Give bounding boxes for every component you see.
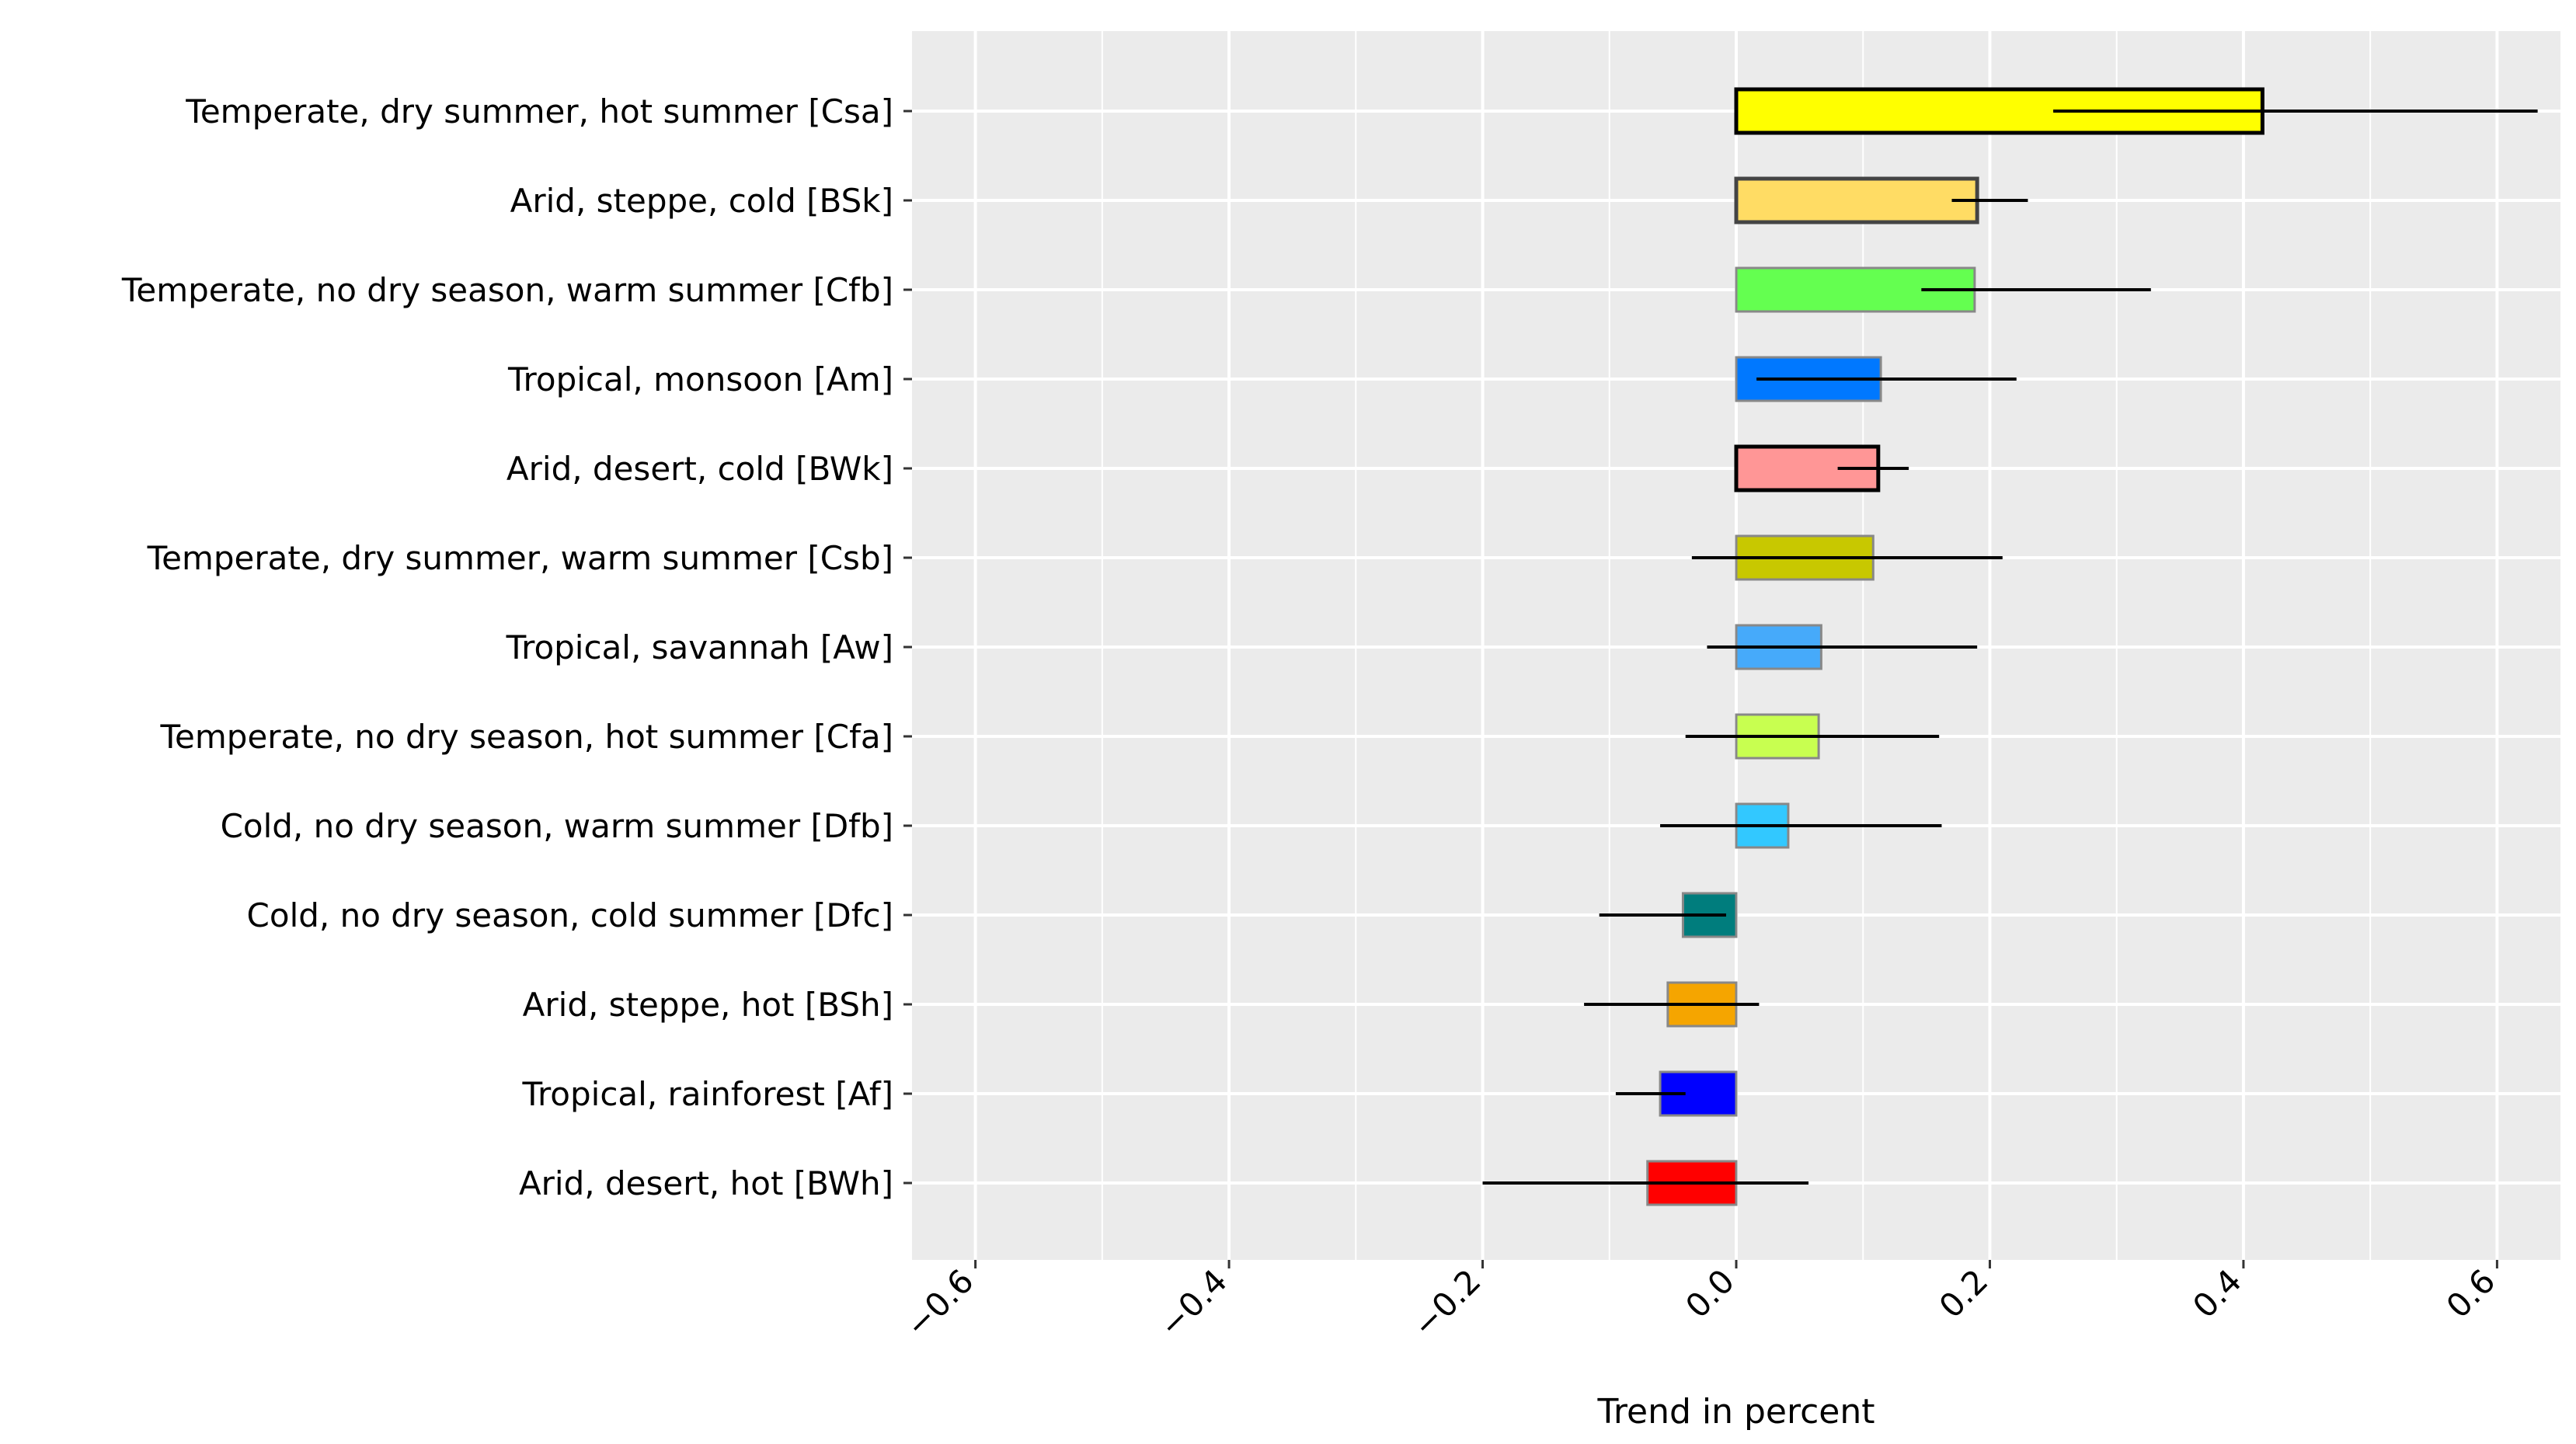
x-tick-label: 0.4 <box>2185 1261 2249 1325</box>
x-tick-label: 0.2 <box>1932 1261 1996 1325</box>
y-axis-ticks: Temperate, dry summer, hot summer [Csa] A… <box>121 92 912 1202</box>
y-tick-label: Temperate, no dry season, hot summer [Cf… <box>160 718 893 756</box>
x-tick-label: −0.4 <box>1151 1261 1234 1345</box>
y-tick-label: Tropical, rainforest [Af] <box>521 1075 893 1113</box>
bar <box>1734 444 1881 492</box>
y-tick-label: Cold, no dry season, warm summer [Dfb] <box>221 807 893 845</box>
x-tick-label: 0.6 <box>2439 1261 2503 1325</box>
y-tick-label: Tropical, savannah [Aw] <box>506 628 893 666</box>
x-tick-label: −0.2 <box>1405 1261 1488 1345</box>
y-tick-label: Tropical, monsoon [Am] <box>507 360 893 398</box>
error-bars <box>1482 110 2538 1185</box>
x-axis-title: Trend in percent <box>1596 1392 1875 1432</box>
y-tick-label: Arid, desert, hot [BWh] <box>519 1164 893 1202</box>
x-axis-ticks: −0.6 −0.4 −0.2 0.0 0.2 0.4 0.6 <box>898 1260 2503 1345</box>
y-tick-label: Temperate, dry summer, warm summer [Csb] <box>147 539 893 577</box>
bar <box>1734 176 1979 224</box>
y-tick-label: Arid, desert, cold [BWk] <box>506 450 893 488</box>
y-tick-label: Temperate, dry summer, hot summer [Csa] <box>185 92 893 130</box>
y-tick-label: Arid, steppe, hot [BSh] <box>523 986 893 1024</box>
y-tick-label: Arid, steppe, cold [BSk] <box>510 182 893 220</box>
y-tick-label: Temperate, no dry season, warm summer [C… <box>121 271 893 309</box>
x-tick-label: 0.0 <box>1678 1261 1742 1325</box>
y-tick-label: Cold, no dry season, cold summer [Dfc] <box>247 896 893 934</box>
x-tick-label: −0.6 <box>898 1261 981 1345</box>
